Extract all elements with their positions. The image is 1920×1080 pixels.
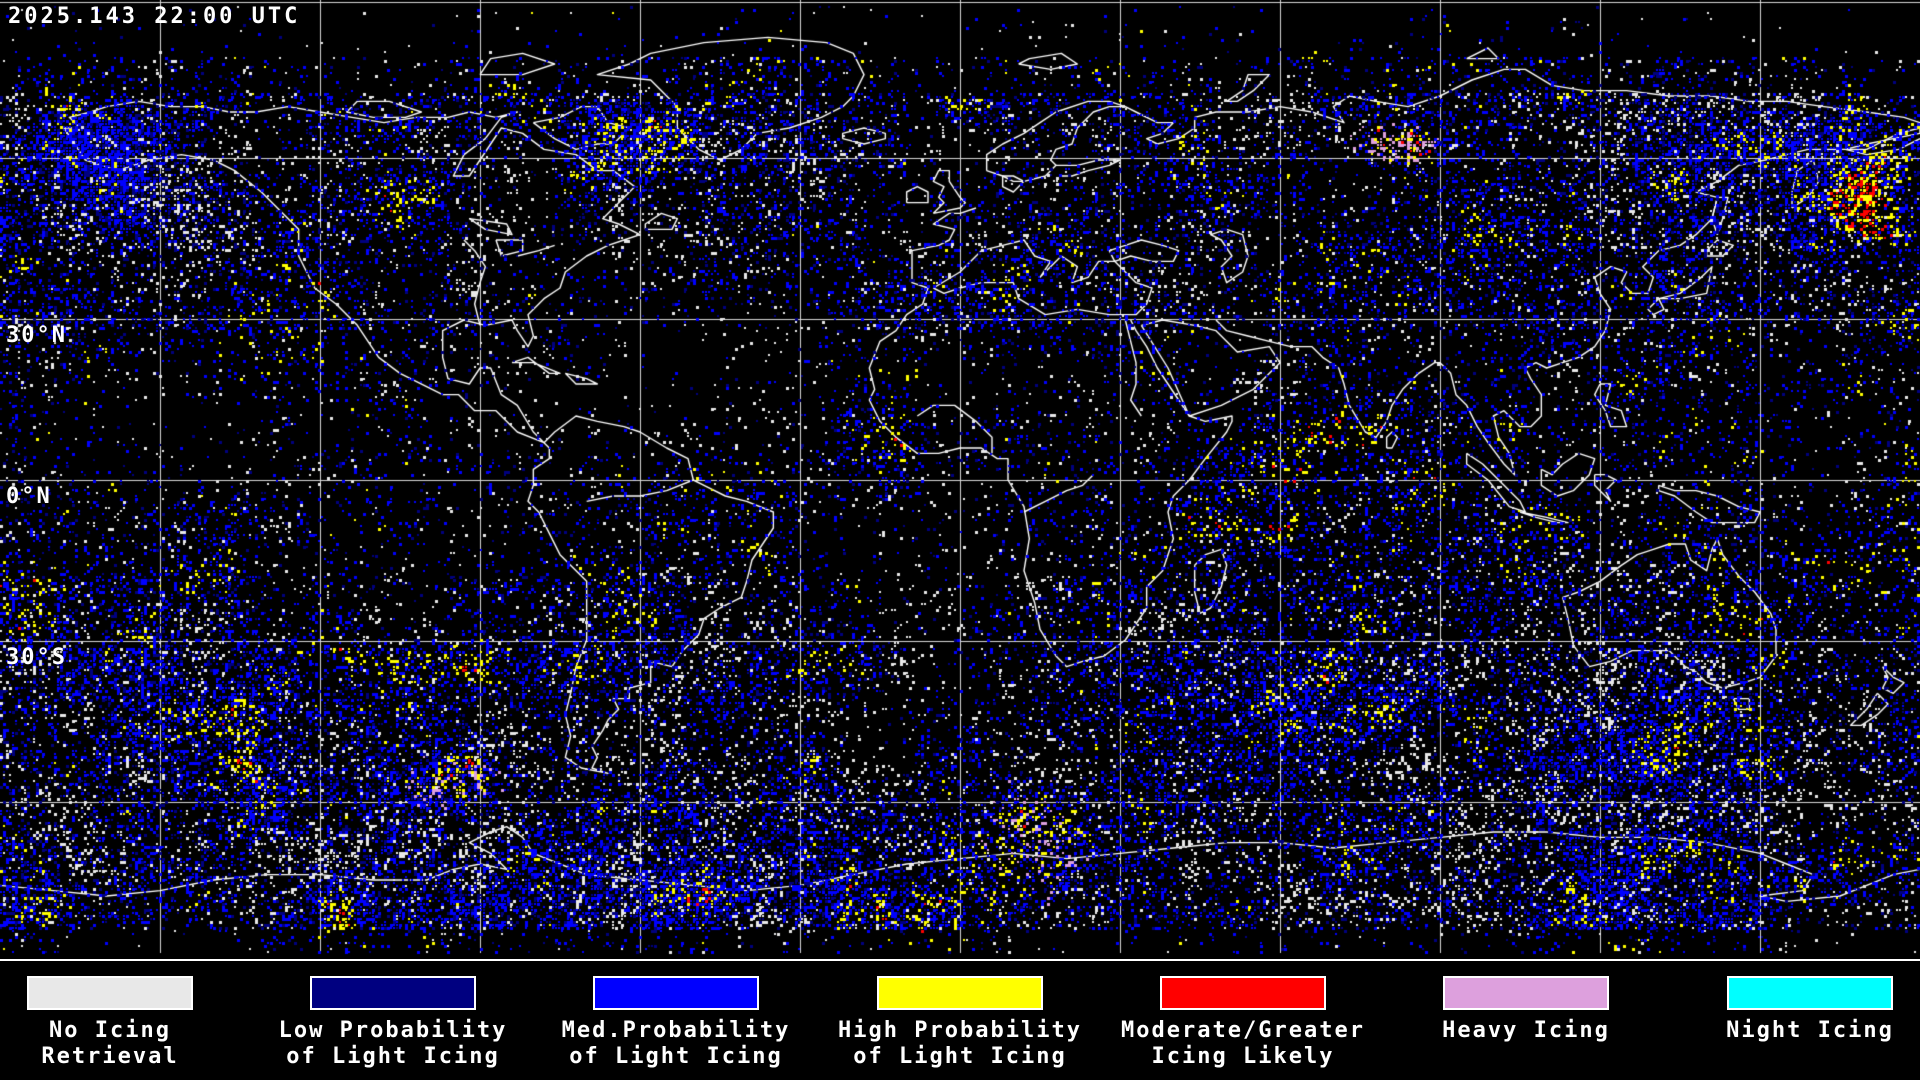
legend-label: of Light Icing	[286, 1044, 500, 1069]
legend-item-high-prob: High Probability of Light Icing	[810, 962, 1110, 1070]
legend-label: Moderate/Greater	[1121, 1018, 1365, 1043]
legend-item-no-icing: No Icing Retrieval	[0, 962, 260, 1070]
legend-item-low-prob: Low Probability of Light Icing	[243, 962, 543, 1070]
lat-label: 30°S	[6, 645, 67, 670]
map-legend-divider	[0, 959, 1920, 961]
icing-map-canvas	[0, 0, 1920, 960]
legend-label: No Icing	[49, 1018, 171, 1043]
legend-label: Retrieval	[41, 1044, 179, 1069]
legend-item-med-prob: Med.Probability of Light Icing	[526, 962, 826, 1070]
legend-label: Icing Likely	[1151, 1044, 1335, 1069]
legend-swatch-no-icing	[27, 976, 193, 1010]
timestamp: 2025.143 22:00 UTC	[8, 4, 301, 29]
legend-label: High Probability	[838, 1018, 1082, 1043]
legend-label: Med.Probability	[561, 1018, 791, 1043]
legend-swatch-low-prob	[310, 976, 476, 1010]
legend: No Icing Retrieval Low Probability of Li…	[0, 962, 1920, 1080]
legend-label: Heavy Icing	[1442, 1018, 1610, 1043]
legend-label: of Light Icing	[853, 1044, 1067, 1069]
legend-swatch-night	[1727, 976, 1893, 1010]
lat-label: 0°N	[6, 484, 52, 509]
lat-label: 30°N	[6, 323, 67, 348]
legend-swatch-heavy	[1443, 976, 1609, 1010]
legend-label: Low Probability	[278, 1018, 508, 1043]
legend-label: Night Icing	[1726, 1018, 1894, 1043]
legend-item-night: Night Icing	[1660, 962, 1920, 1044]
legend-swatch-med-prob	[593, 976, 759, 1010]
legend-item-heavy: Heavy Icing	[1376, 962, 1676, 1044]
legend-swatch-high-prob	[877, 976, 1043, 1010]
legend-label: of Light Icing	[569, 1044, 783, 1069]
legend-item-moderate: Moderate/Greater Icing Likely	[1093, 962, 1393, 1070]
legend-swatch-moderate	[1160, 976, 1326, 1010]
